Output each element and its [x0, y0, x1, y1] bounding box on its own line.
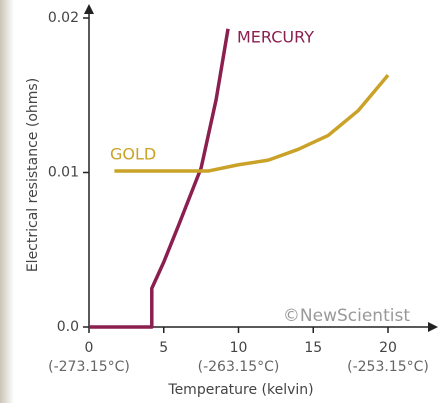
x-axis-title: Temperature (kelvin) [167, 382, 313, 398]
x-tick-label: 20 [379, 340, 397, 356]
series-label: MERCURY [237, 28, 314, 47]
x-tick-label: 5 [159, 340, 168, 356]
y-tick-label: 0.01 [48, 165, 79, 181]
credit: ©NewScientist [283, 306, 410, 326]
photo-edge [0, 0, 14, 403]
series-line [114, 74, 390, 173]
series-label: GOLD [110, 145, 156, 164]
x-tick-label: 10 [230, 340, 248, 356]
celsius-label: (-253.15°C) [347, 359, 429, 375]
x-tick-label: 15 [304, 340, 322, 356]
celsius-label: (-273.15°C) [48, 359, 130, 375]
y-tick-label: 0.0 [57, 319, 79, 335]
celsius-label: (-263.15°C) [198, 359, 280, 375]
x-arrow [428, 322, 438, 332]
y-tick-label: 0.02 [48, 10, 79, 26]
x-tick-label: 0 [85, 340, 94, 356]
y-arrow [84, 4, 94, 14]
series-line [89, 28, 230, 329]
y-axis-title: Electrical resistance (ohms) [25, 78, 41, 272]
